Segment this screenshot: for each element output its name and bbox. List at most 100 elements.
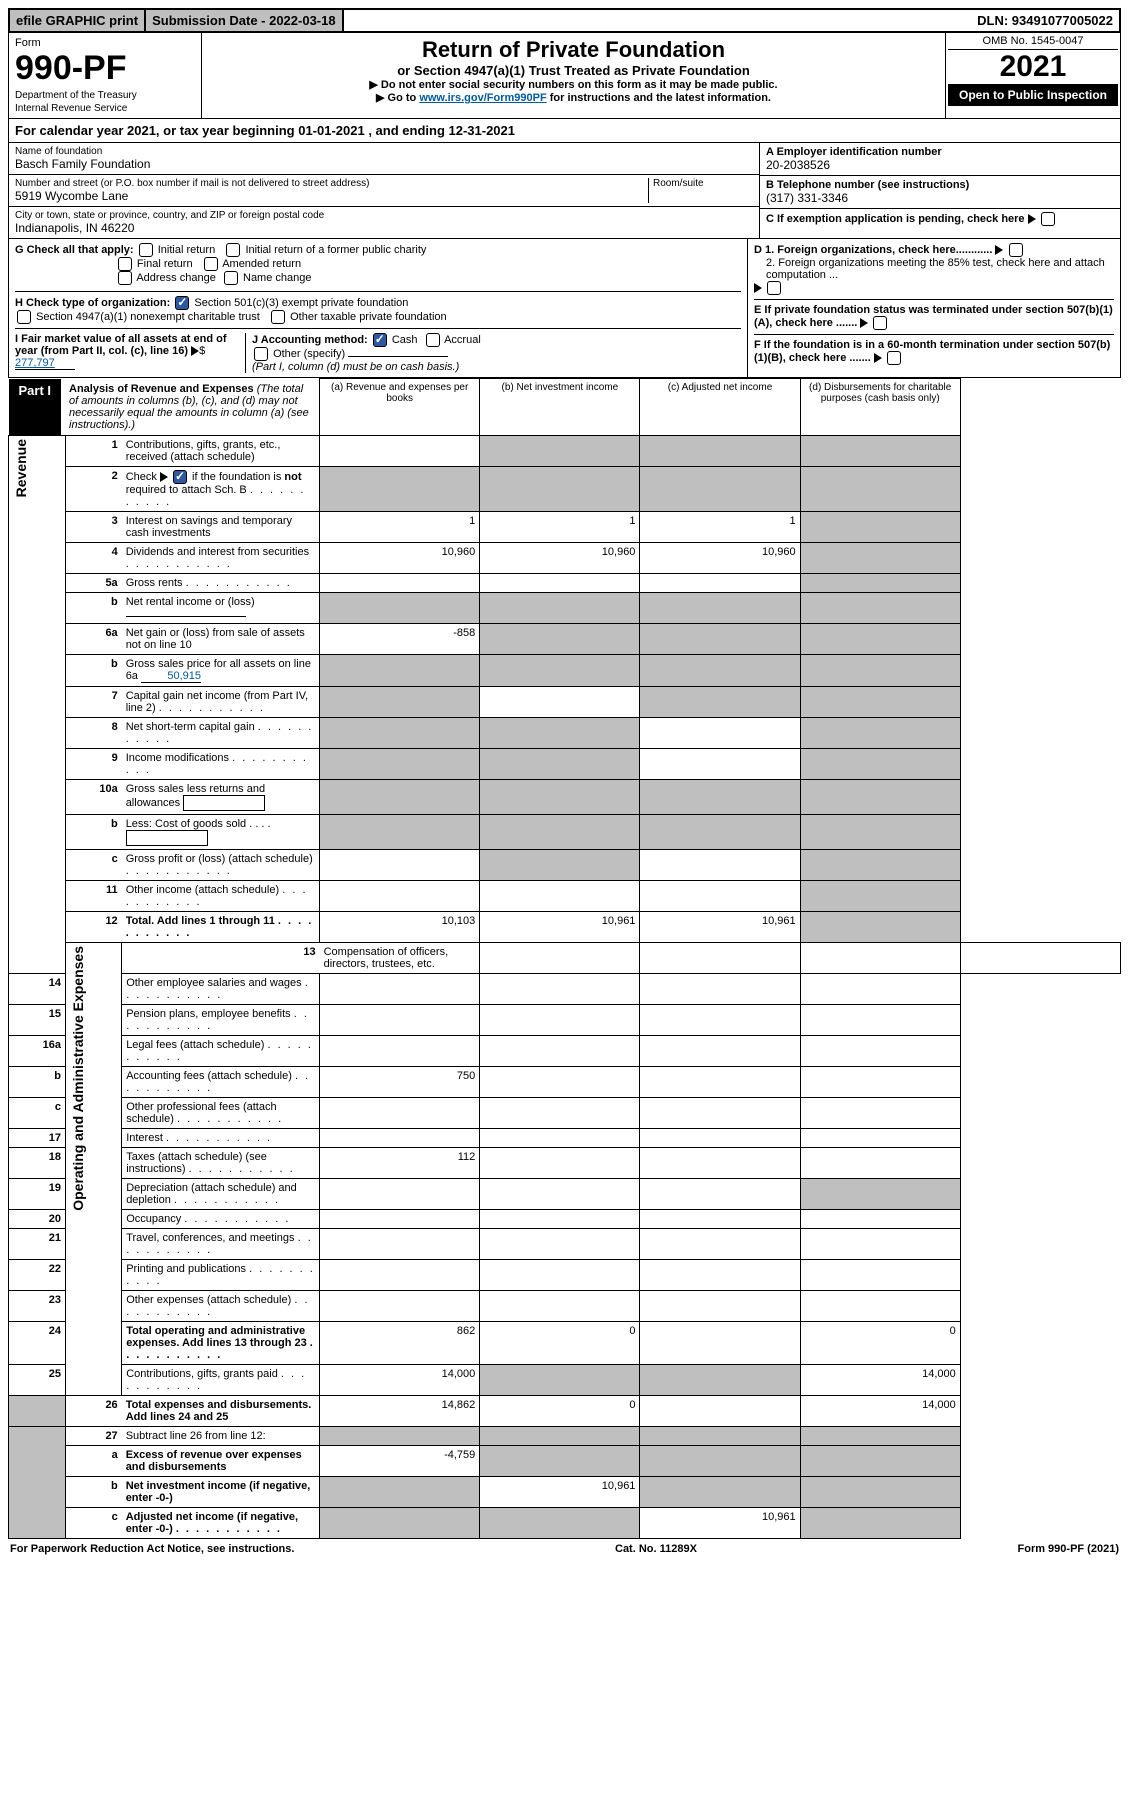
line-1: Contributions, gifts, grants, etc., rece… xyxy=(122,435,320,466)
h-other-checkbox[interactable] xyxy=(271,310,285,324)
efile-print-btn[interactable]: efile GRAPHIC print xyxy=(10,10,146,31)
j-accrual: Accrual xyxy=(444,334,481,346)
g-opt-2: Final return xyxy=(137,258,193,270)
dln-value: DLN: 93491077005022 xyxy=(344,10,1119,31)
j-note: (Part I, column (d) must be on cash basi… xyxy=(252,361,459,373)
j-accrual-checkbox[interactable] xyxy=(426,333,440,347)
line-21: Travel, conferences, and meetings xyxy=(122,1228,320,1259)
g-name-checkbox[interactable] xyxy=(224,271,238,285)
dept-irs: Internal Revenue Service xyxy=(15,103,195,114)
expenses-side-label: Operating and Administrative Expenses xyxy=(70,946,86,1211)
h-501c3-checkbox[interactable] xyxy=(175,296,189,310)
line-27a: Excess of revenue over expenses and disb… xyxy=(122,1445,320,1476)
g-initial-former-checkbox[interactable] xyxy=(226,243,240,257)
line-17: Interest xyxy=(122,1128,320,1147)
part1-table: Part I Analysis of Revenue and Expenses … xyxy=(8,378,1121,1539)
j-other: Other (specify) xyxy=(273,348,345,360)
phone-value: (317) 331-3346 xyxy=(766,191,1114,205)
name-label: Name of foundation xyxy=(15,146,753,157)
footer-left: For Paperwork Reduction Act Notice, see … xyxy=(10,1543,294,1555)
line-26: Total expenses and disbursements. Add li… xyxy=(122,1395,320,1426)
l24-d: 0 xyxy=(800,1321,960,1364)
g-label: G Check all that apply: xyxy=(15,244,134,256)
line-7: Capital gain net income (from Part IV, l… xyxy=(122,686,320,717)
h-label: H Check type of organization: xyxy=(15,297,170,309)
line-10b: Less: Cost of goods sold . . . . xyxy=(122,814,320,849)
line-13: Compensation of officers, directors, tru… xyxy=(320,942,480,973)
city-label: City or town, state or province, country… xyxy=(15,210,753,221)
l26-a: 14,862 xyxy=(320,1395,480,1426)
line-5a: Gross rents xyxy=(122,573,320,592)
e-checkbox[interactable] xyxy=(873,316,887,330)
line-20: Occupancy xyxy=(122,1209,320,1228)
part-title: Analysis of Revenue and Expenses xyxy=(69,383,254,395)
l4-a: 10,960 xyxy=(320,542,480,573)
entity-info: Name of foundation Basch Family Foundati… xyxy=(8,143,1121,239)
line-10c: Gross profit or (loss) (attach schedule) xyxy=(122,849,320,880)
e-label: E If private foundation status was termi… xyxy=(754,304,1113,329)
col-c-header: (c) Adjusted net income xyxy=(640,379,800,436)
irs-link[interactable]: www.irs.gov/Form990PF xyxy=(419,92,546,104)
l6b-value: 50,915 xyxy=(141,670,201,683)
l25-d: 14,000 xyxy=(800,1364,960,1395)
l12-c: 10,961 xyxy=(640,911,800,942)
g-opt-4: Address change xyxy=(136,272,216,284)
j-cash-checkbox[interactable] xyxy=(373,333,387,347)
g-initial-checkbox[interactable] xyxy=(139,243,153,257)
form-number: 990-PF xyxy=(15,49,195,88)
g-amended-checkbox[interactable] xyxy=(204,257,218,271)
d2-checkbox[interactable] xyxy=(767,281,781,295)
ein-label: A Employer identification number xyxy=(766,146,1114,158)
tax-year: 2021 xyxy=(948,50,1118,84)
g-opt-5: Name change xyxy=(243,272,312,284)
h-opt-2: Other taxable private foundation xyxy=(290,311,447,323)
line-19: Depreciation (attach schedule) and deple… xyxy=(122,1178,320,1209)
top-bar: efile GRAPHIC print Submission Date - 20… xyxy=(8,8,1121,33)
h-4947-checkbox[interactable] xyxy=(17,310,31,324)
l12-a: 10,103 xyxy=(320,911,480,942)
line-27b: Net investment income (if negative, ente… xyxy=(122,1476,320,1507)
c-checkbox[interactable] xyxy=(1041,212,1055,226)
footer-right: Form 990-PF (2021) xyxy=(1018,1543,1119,1555)
f-label: F If the foundation is in a 60-month ter… xyxy=(754,339,1110,364)
form-label: Form xyxy=(15,37,195,49)
foundation-name: Basch Family Foundation xyxy=(15,157,753,171)
line-24: Total operating and administrative expen… xyxy=(122,1321,320,1364)
line-18: Taxes (attach schedule) (see instruction… xyxy=(122,1147,320,1178)
line-16b: Accounting fees (attach schedule) xyxy=(122,1066,320,1097)
col-b-header: (b) Net investment income xyxy=(480,379,640,436)
g-opt-3: Amended return xyxy=(222,258,301,270)
phone-label: B Telephone number (see instructions) xyxy=(766,179,1114,191)
g-address-checkbox[interactable] xyxy=(118,271,132,285)
line-6a: Net gain or (loss) from sale of assets n… xyxy=(122,623,320,654)
g-final-checkbox[interactable] xyxy=(118,257,132,271)
l25-a: 14,000 xyxy=(320,1364,480,1395)
l24-b: 0 xyxy=(480,1321,640,1364)
form-header: Form 990-PF Department of the Treasury I… xyxy=(8,33,1121,119)
submission-date: Submission Date - 2022-03-18 xyxy=(146,10,344,31)
line-27: Subtract line 26 from line 12: xyxy=(122,1426,320,1445)
i-fmv-value[interactable]: 277,797 xyxy=(15,357,75,370)
l2-checkbox[interactable] xyxy=(173,470,187,484)
line-2: Check if the foundation is not required … xyxy=(122,466,320,511)
d2-label: 2. Foreign organizations meeting the 85%… xyxy=(754,257,1114,281)
form-note-1: ▶ Do not enter social security numbers o… xyxy=(208,78,939,91)
j-other-checkbox[interactable] xyxy=(254,347,268,361)
omb-number: OMB No. 1545-0047 xyxy=(948,35,1118,50)
line-4: Dividends and interest from securities xyxy=(122,542,320,573)
l12-b: 10,961 xyxy=(480,911,640,942)
line-10a: Gross sales less returns and allowances xyxy=(122,779,320,814)
line-23: Other expenses (attach schedule) xyxy=(122,1290,320,1321)
calendar-year-line: For calendar year 2021, or tax year begi… xyxy=(8,119,1121,143)
d1-checkbox[interactable] xyxy=(1009,243,1023,257)
col-a-header: (a) Revenue and expenses per books xyxy=(320,379,480,436)
line-16a: Legal fees (attach schedule) xyxy=(122,1035,320,1066)
part-label: Part I xyxy=(9,379,62,435)
f-checkbox[interactable] xyxy=(887,351,901,365)
line-25: Contributions, gifts, grants paid xyxy=(122,1364,320,1395)
arrow-icon xyxy=(860,318,868,328)
line-12: Total. Add lines 1 through 11 xyxy=(122,911,320,942)
city-state-zip: Indianapolis, IN 46220 xyxy=(15,221,753,235)
l27c-c: 10,961 xyxy=(640,1507,800,1538)
l4-c: 10,960 xyxy=(640,542,800,573)
